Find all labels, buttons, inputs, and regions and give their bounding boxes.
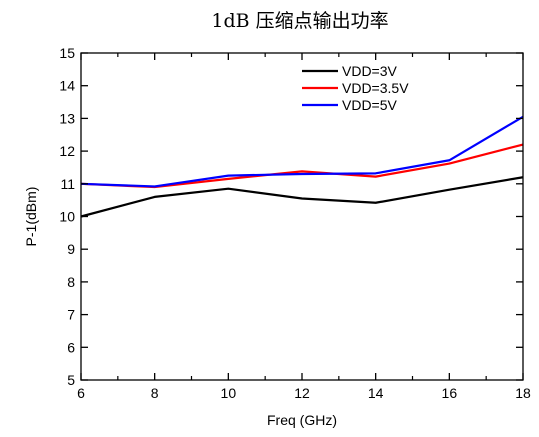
y-tick-label: 6 <box>67 339 75 355</box>
x-tick-label: 12 <box>294 385 310 401</box>
legend-label-0: VDD=3V <box>342 63 398 79</box>
series-line-2 <box>80 115 524 188</box>
y-tick-label: 12 <box>59 143 75 159</box>
y-tick-label: 13 <box>59 110 75 126</box>
y-tick-label: 8 <box>67 274 75 290</box>
y-tick-label: 10 <box>59 209 75 225</box>
series-line-0 <box>80 176 524 218</box>
x-tick-label: 6 <box>77 385 85 401</box>
y-tick-label: 15 <box>59 45 75 61</box>
x-tick-label: 16 <box>442 385 458 401</box>
x-tick-label: 10 <box>221 385 237 401</box>
y-tick-label: 5 <box>67 372 75 388</box>
y-tick-label: 11 <box>60 176 75 192</box>
plot-lines <box>80 115 524 218</box>
series-line-1 <box>80 143 524 189</box>
y-axis-ticks: 5 6 7 8 9 10 11 12 13 14 15 <box>59 45 523 388</box>
x-axis-label: Freq (GHz) <box>267 412 337 428</box>
x-tick-label: 8 <box>151 385 159 401</box>
y-axis-label: P-1(dBm) <box>23 187 39 247</box>
legend-label-1: VDD=3.5V <box>342 80 409 96</box>
x-axis-ticks: 6 8 10 12 14 16 18 <box>77 53 531 401</box>
y-tick-label: 14 <box>59 78 75 94</box>
chart-title: 1dB 压缩点输出功率 <box>211 10 388 32</box>
legend-label-2: VDD=5V <box>342 97 398 113</box>
plot-frame <box>80 52 524 381</box>
x-tick-label: 14 <box>368 385 384 401</box>
y-tick-label: 7 <box>67 307 75 323</box>
x-tick-label: 18 <box>515 385 531 401</box>
y-tick-label: 9 <box>67 241 75 257</box>
